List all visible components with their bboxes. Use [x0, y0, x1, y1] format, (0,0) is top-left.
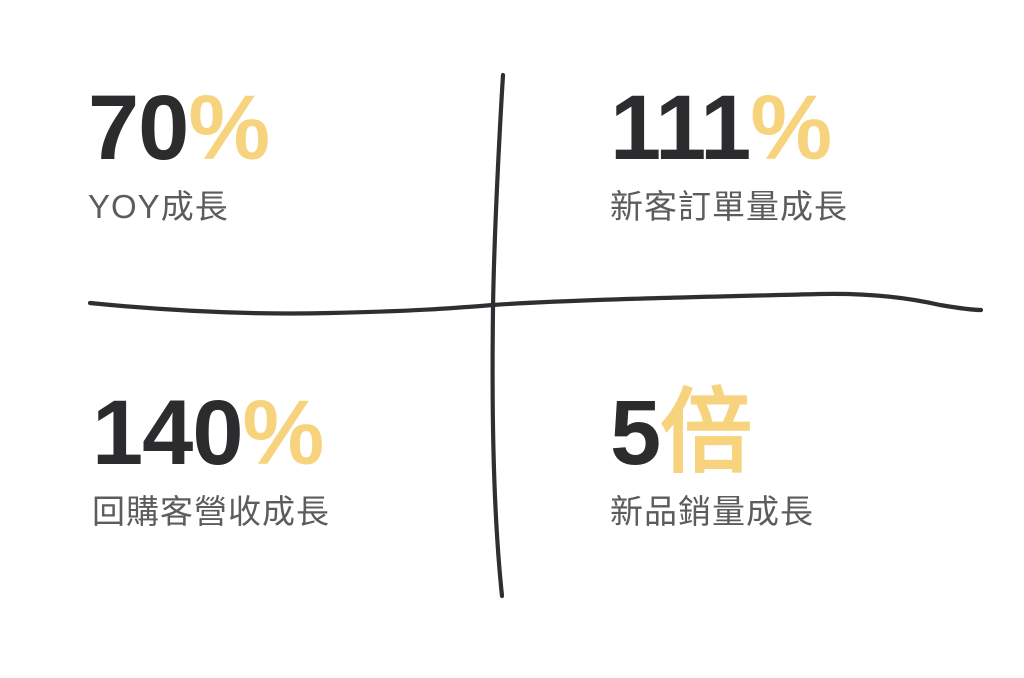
horizontal-divider-line	[87, 291, 984, 316]
stat-new-product-sales-growth: 5倍 新品銷量成長	[610, 387, 814, 528]
stat-number: 111%	[610, 82, 848, 174]
stat-number: 5倍	[610, 387, 814, 479]
stat-label: 回購客營收成長	[92, 493, 330, 530]
stat-number: 70%	[88, 82, 270, 174]
stat-unit: 倍	[660, 382, 752, 484]
stat-yoy-growth: 70% YOY成長	[88, 82, 270, 225]
stat-unit: %	[242, 382, 325, 484]
stat-unit: %	[750, 77, 832, 179]
stat-number: 140%	[92, 387, 330, 479]
stat-value: 140	[92, 382, 243, 484]
stat-new-customer-orders-growth: 111% 新客訂單量成長	[610, 82, 848, 223]
stat-repeat-customer-revenue-growth: 140% 回購客營收成長	[92, 387, 330, 528]
stat-value: 111	[610, 77, 751, 179]
stat-value: 5	[610, 382, 661, 484]
vertical-divider-line	[490, 72, 506, 599]
stat-label: 新品銷量成長	[610, 493, 814, 530]
stat-label: 新客訂單量成長	[610, 188, 848, 225]
stat-value: 70	[88, 77, 189, 179]
stat-unit: %	[188, 77, 270, 179]
stat-label: YOY成長	[88, 188, 229, 225]
